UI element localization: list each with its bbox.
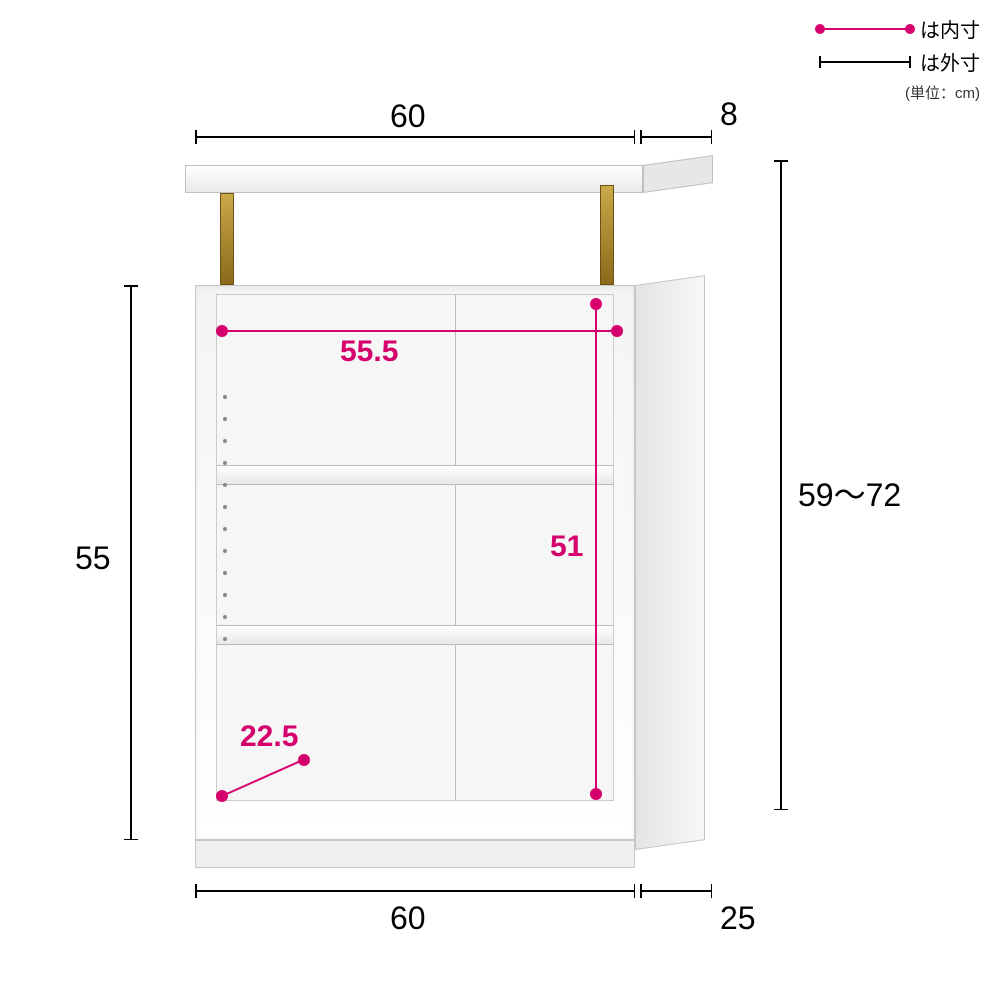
label-bottom-depth: 25 — [720, 900, 756, 937]
dot-int-depth-a — [216, 790, 228, 802]
legend-row-internal: は内寸 — [820, 14, 980, 43]
cabinet-bottom-plate — [195, 840, 635, 868]
label-left-height: 55 — [75, 540, 111, 577]
dim-top-width — [195, 136, 635, 138]
bracket-left — [220, 193, 234, 285]
legend-external-label: は外寸 — [920, 47, 980, 76]
dim-int-height — [595, 304, 597, 794]
label-top-width: 60 — [390, 98, 426, 135]
dim-bottom-depth — [640, 890, 712, 892]
dim-int-width — [222, 330, 617, 332]
label-bottom-width: 60 — [390, 900, 426, 937]
dim-bottom-width — [195, 890, 635, 892]
label-int-height: 51 — [550, 530, 583, 564]
bracket-right — [600, 185, 614, 285]
label-right-height: 59～72 — [798, 470, 901, 516]
legend-line-internal — [820, 28, 910, 30]
label-int-depth: 22.5 — [240, 720, 298, 754]
legend: は内寸 は外寸 (単位：cm) — [820, 14, 980, 103]
dot-int-width-l — [216, 325, 228, 337]
legend-row-external: は外寸 — [820, 47, 980, 76]
top-board — [185, 165, 643, 193]
back-panel-seam — [455, 295, 456, 800]
dim-left-height — [130, 285, 132, 840]
dot-int-height-t — [590, 298, 602, 310]
top-board-side — [643, 155, 713, 193]
dot-int-height-b — [590, 788, 602, 800]
dim-right-height — [780, 160, 782, 810]
product-diagram: 60 8 59～72 55 60 25 55.5 51 22.5 — [140, 130, 860, 970]
shelf-upper — [217, 465, 613, 485]
label-top-depth: 8 — [720, 96, 738, 133]
dot-int-depth-b — [298, 754, 310, 766]
cabinet-side-panel — [635, 275, 705, 850]
shelf-lower — [217, 625, 613, 645]
legend-line-external — [820, 61, 910, 63]
dim-top-depth — [640, 136, 712, 138]
dot-int-width-r — [611, 325, 623, 337]
legend-internal-label: は内寸 — [920, 14, 980, 43]
label-int-width: 55.5 — [340, 335, 398, 369]
legend-unit-note: (単位：cm) — [820, 82, 980, 103]
adj-holes-left — [223, 395, 227, 641]
